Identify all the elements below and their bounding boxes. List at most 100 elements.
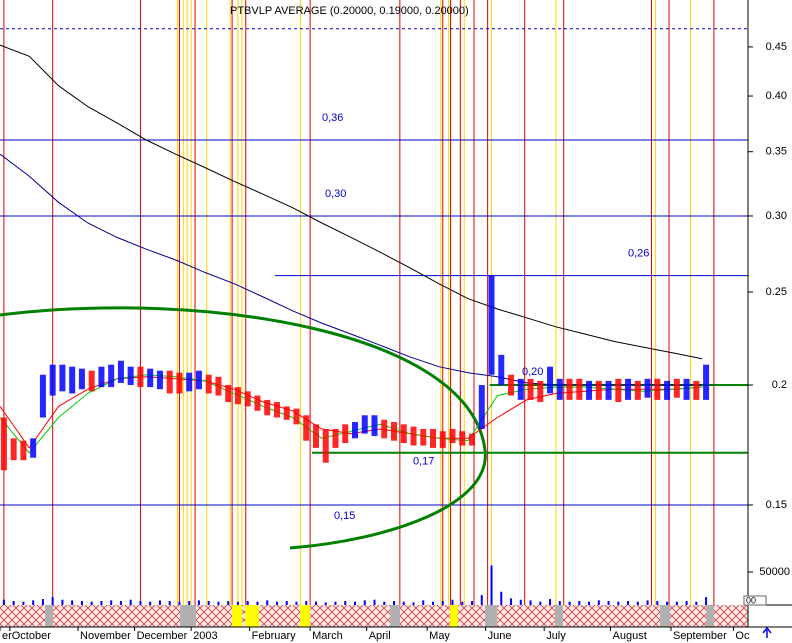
volume-bar <box>471 601 474 605</box>
price-bar <box>439 431 446 448</box>
price-bar <box>205 374 212 394</box>
volume-bar <box>500 591 503 605</box>
volume-bar <box>441 601 444 605</box>
volume-bar <box>451 599 454 605</box>
volume-bar <box>588 601 591 605</box>
price-bar <box>595 380 602 400</box>
price-bar <box>410 426 417 446</box>
y-tick-label: 0.25 <box>766 286 787 298</box>
volume-bar <box>607 601 610 605</box>
y-tick-label: 0.40 <box>766 90 787 102</box>
moving-average <box>0 374 703 454</box>
price-bar <box>683 378 690 400</box>
price-bar <box>88 370 95 392</box>
price-bar <box>391 422 398 441</box>
volume-bar <box>363 600 366 605</box>
parabola <box>0 306 487 550</box>
band-block <box>232 605 242 627</box>
price-bar <box>644 378 651 398</box>
chart-title: PTBVLP AVERAGE (0.20000, 0.19000, 0.2000… <box>230 5 469 17</box>
band-block <box>660 605 670 627</box>
price-bar <box>264 399 271 416</box>
band-block <box>245 605 259 627</box>
x-tick-label: November <box>80 630 131 642</box>
price-bar <box>137 366 144 388</box>
band-block <box>300 605 310 627</box>
price-bar <box>244 391 251 407</box>
scroll-arrow[interactable] <box>762 626 772 638</box>
volume-bar <box>90 601 93 605</box>
volume-bar <box>656 601 659 605</box>
price-bar <box>469 433 476 446</box>
price-bar <box>332 428 339 448</box>
volume-bar <box>529 600 532 605</box>
price-bar <box>69 366 76 394</box>
price-bar <box>673 378 680 398</box>
price-bar <box>488 275 495 375</box>
volume-bar <box>383 601 386 605</box>
price-bar <box>176 372 183 394</box>
corner-label: 00 <box>746 595 756 605</box>
volume-bar <box>422 600 425 605</box>
volume-bar <box>353 601 356 605</box>
level-label: 0,26 <box>628 248 649 260</box>
y-tick-label: 0.30 <box>766 210 787 222</box>
volume-bar <box>80 601 83 605</box>
x-tick-label: Oc <box>735 630 750 642</box>
price-bar <box>361 415 368 434</box>
x-tick-label: October <box>12 630 51 642</box>
volume-bar <box>402 601 405 605</box>
x-tick-label: September <box>673 630 727 642</box>
price-bar <box>703 364 710 400</box>
volume-bar <box>197 600 200 605</box>
price-bar <box>117 360 124 383</box>
volume-bar <box>168 601 171 605</box>
volume-bar <box>461 601 464 605</box>
price-bar <box>342 424 349 444</box>
volume-bar <box>646 600 649 605</box>
x-tick-label: August <box>613 630 647 642</box>
price-bar <box>547 366 554 394</box>
volume-bar <box>675 601 678 605</box>
price-bar <box>449 428 456 444</box>
y-tick-label: 0.15 <box>766 499 787 511</box>
price-bar <box>78 368 85 390</box>
price-bar <box>478 385 485 429</box>
volume-bar <box>41 599 44 605</box>
volume-bar <box>432 601 435 605</box>
volume-bar <box>51 597 54 605</box>
price-bar <box>98 366 105 388</box>
price-bar <box>30 438 37 458</box>
band-block <box>180 605 196 627</box>
price-bar <box>147 368 154 388</box>
volume-bar <box>480 595 483 605</box>
band-block <box>485 605 497 627</box>
volume-bar <box>275 601 278 605</box>
volume-bar <box>2 599 5 605</box>
volume-bar <box>578 601 581 605</box>
volume-bar <box>129 599 132 605</box>
volume-bar <box>178 601 181 605</box>
price-bar <box>693 380 700 400</box>
price-bar <box>195 370 202 390</box>
volume-bar <box>627 601 630 605</box>
volume-bar <box>61 599 64 605</box>
x-tick-label: June <box>488 630 512 642</box>
volume-bar <box>617 601 620 605</box>
band-block <box>706 605 714 627</box>
volume-bar <box>685 601 688 605</box>
band-block <box>390 605 400 627</box>
price-bar <box>615 378 622 403</box>
price-bar <box>527 378 534 400</box>
volume-bar <box>305 601 308 605</box>
volume-bar <box>539 601 542 605</box>
volume-bar <box>266 600 269 605</box>
price-bar <box>156 370 163 390</box>
price-bar <box>20 440 27 461</box>
volume-bar <box>295 601 298 605</box>
volume-bar <box>324 602 327 605</box>
volume-bar <box>519 599 522 605</box>
level-label: 0,15 <box>334 510 355 522</box>
